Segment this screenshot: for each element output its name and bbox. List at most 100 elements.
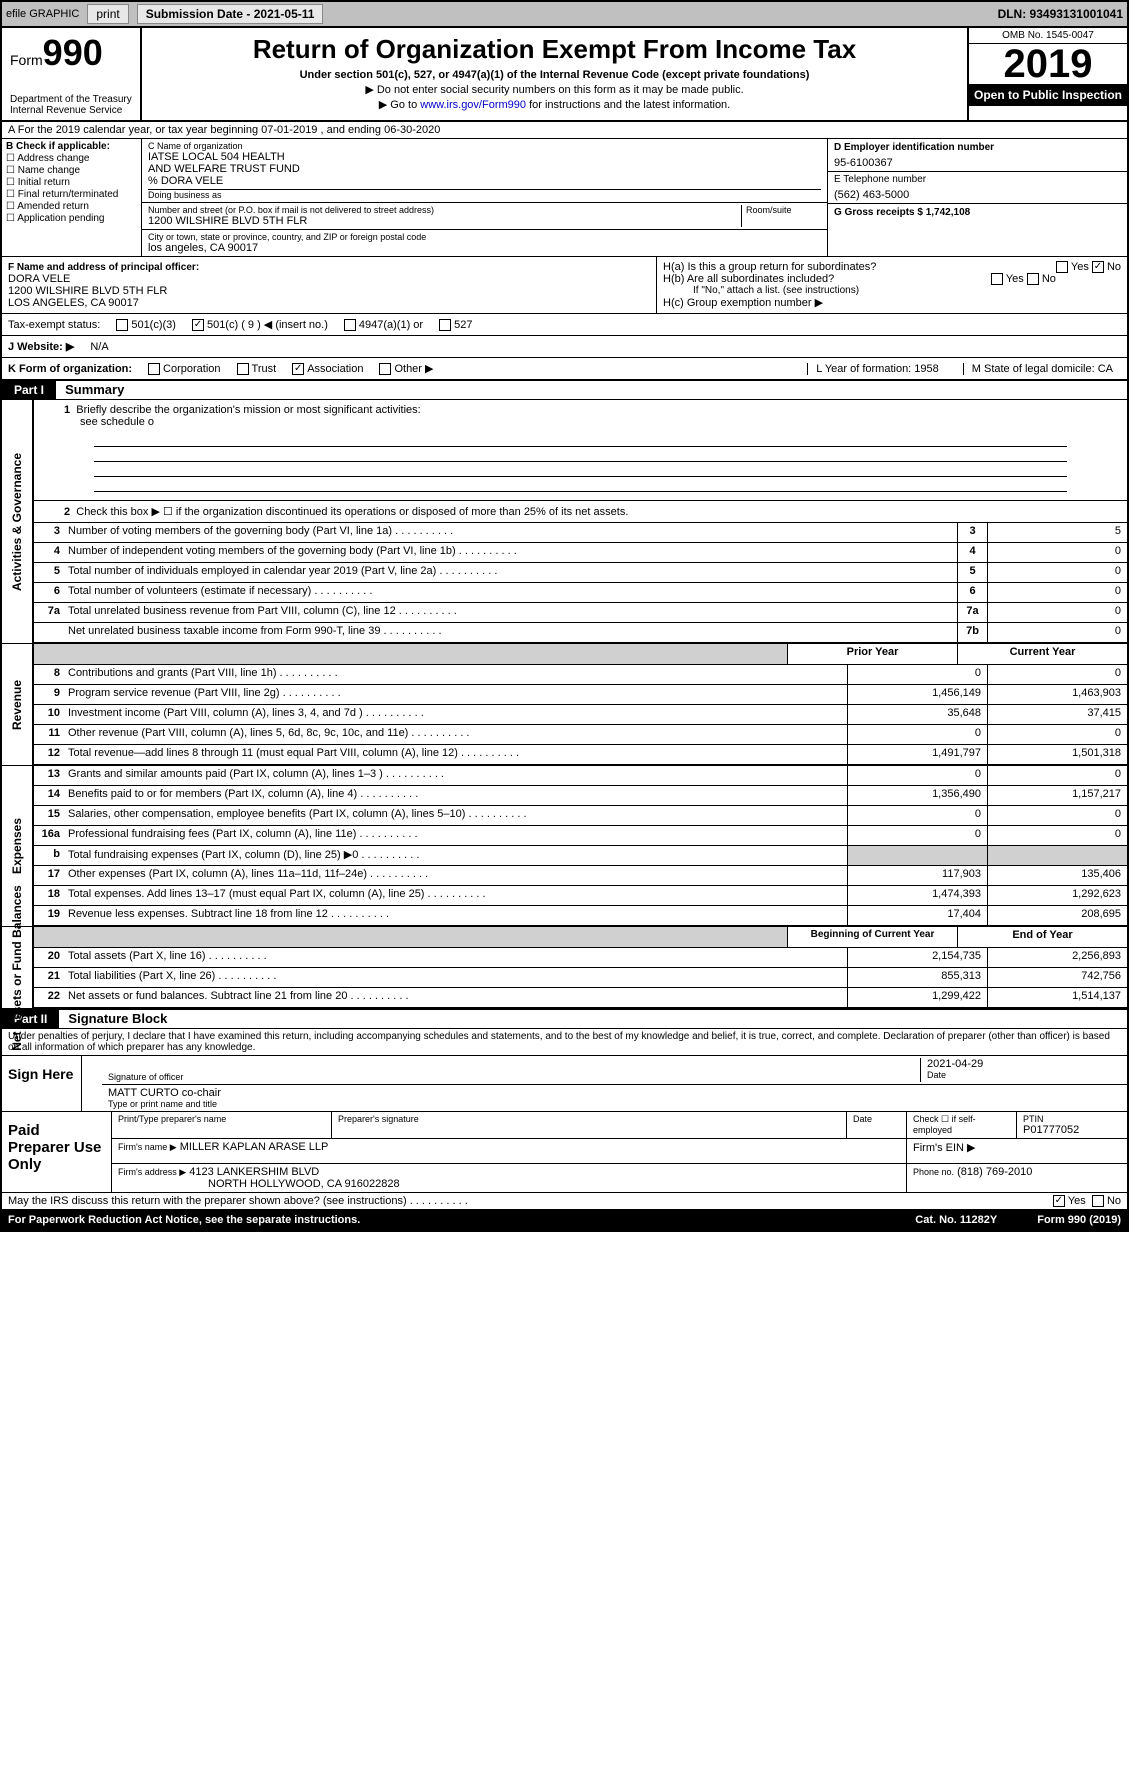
side-net: Net Assets or Fund Balances [10,885,24,1051]
irs-link[interactable]: www.irs.gov/Form990 [420,99,526,111]
ck-4947[interactable] [344,319,356,331]
hdr-begin: Beginning of Current Year [787,927,957,947]
k-label: K Form of organization: [8,363,132,375]
inspection-label: Open to Public Inspection [969,84,1127,106]
prep-sig-label: Preparer's signature [338,1114,840,1124]
table-row: 12Total revenue—add lines 8 through 11 (… [34,745,1127,765]
q1-text: Briefly describe the organization's miss… [76,404,420,416]
org-care-of: % DORA VELE [148,175,821,187]
hb-yes[interactable] [991,273,1003,285]
part1-header: Part I [2,381,56,399]
ha-label: H(a) Is this a group return for subordin… [663,261,876,273]
ck-assoc[interactable] [292,363,304,375]
q2-text: Check this box ▶ ☐ if the organization d… [76,506,628,518]
m-state: M State of legal domicile: CA [963,363,1121,375]
hdr-current: Current Year [957,644,1127,664]
table-row: 19Revenue less expenses. Subtract line 1… [34,906,1127,926]
side-revenue: Revenue [10,680,24,730]
website: N/A [90,341,108,353]
firm-addr1: 4123 LANKERSHIM BLVD [189,1166,319,1178]
j-label: J Website: ▶ [8,340,74,353]
dba-label: Doing business as [148,189,821,200]
table-row: 17Other expenses (Part IX, column (A), l… [34,866,1127,886]
city-state-zip: los angeles, CA 90017 [148,242,821,254]
hc-label: H(c) Group exemption number ▶ [663,296,1121,309]
officer-addr2: LOS ANGELES, CA 90017 [8,297,650,309]
table-row: 21Total liabilities (Part X, line 26)855… [34,968,1127,988]
ck-other[interactable] [379,363,391,375]
discuss-yes[interactable] [1053,1195,1065,1207]
table-row: 15Salaries, other compensation, employee… [34,806,1127,826]
firm-phone-label: Phone no. [913,1167,954,1177]
table-row: 9Program service revenue (Part VIII, lin… [34,685,1127,705]
firm-ein-label: Firm's EIN ▶ [907,1139,1127,1163]
prep-date-label: Date [853,1114,900,1124]
dept-label: Department of the Treasury Internal Reve… [10,94,132,116]
discuss-text: May the IRS discuss this return with the… [8,1195,468,1207]
ein: 95-6100367 [834,157,1121,169]
hb-no[interactable] [1027,273,1039,285]
name-title-label: Type or print name and title [108,1099,1121,1109]
table-row: 14Benefits paid to or for members (Part … [34,786,1127,806]
table-row: 18Total expenses. Add lines 13–17 (must … [34,886,1127,906]
org-name-2: AND WELFARE TRUST FUND [148,163,821,175]
ck-527[interactable] [439,319,451,331]
street-address: 1200 WILSHIRE BLVD 5TH FLR [148,215,741,227]
box-b-title: B Check if applicable: [6,141,110,152]
officer-addr1: 1200 WILSHIRE BLVD 5TH FLR [8,285,650,297]
declaration: Under penalties of perjury, I declare th… [2,1029,1127,1056]
ha-no[interactable] [1092,261,1104,273]
subtitle-1: Under section 501(c), 527, or 4947(a)(1)… [148,69,961,81]
efile-label: efile GRAPHIC [6,8,79,20]
print-button[interactable]: print [87,4,128,24]
table-row: 20Total assets (Part X, line 16)2,154,73… [34,948,1127,968]
top-bar: efile GRAPHIC print Submission Date - 20… [0,0,1129,28]
ck-501c3[interactable] [116,319,128,331]
ptin: P01777052 [1023,1124,1121,1136]
table-row: 7aTotal unrelated business revenue from … [34,603,1127,623]
form-label: Form [10,52,43,68]
submission-date: Submission Date - 2021-05-11 [137,4,324,24]
table-row: Net unrelated business taxable income fr… [34,623,1127,643]
footer-mid: Cat. No. 11282Y [915,1214,997,1226]
hdr-end: End of Year [957,927,1127,947]
table-row: 4Number of independent voting members of… [34,543,1127,563]
paid-prep-label: Paid Preparer Use Only [2,1112,112,1192]
cb-name[interactable]: ☐ Name change [6,165,137,176]
table-row: 11Other revenue (Part VIII, column (A), … [34,725,1127,745]
form-title: Return of Organization Exempt From Incom… [148,34,961,65]
cb-final[interactable]: ☐ Final return/terminated [6,189,137,200]
discuss-no[interactable] [1092,1195,1104,1207]
table-row: 22Net assets or fund balances. Subtract … [34,988,1127,1008]
footer-left: For Paperwork Reduction Act Notice, see … [8,1214,360,1226]
city-label: City or town, state or province, country… [148,232,821,242]
ha-yes[interactable] [1056,261,1068,273]
line-a: A For the 2019 calendar year, or tax yea… [2,122,1127,139]
cb-amended[interactable]: ☐ Amended return [6,201,137,212]
part1-title: Summary [59,380,130,399]
firm-addr-label: Firm's address ▶ [118,1167,186,1177]
f-label: F Name and address of principal officer: [8,262,199,273]
ck-corp[interactable] [148,363,160,375]
org-name-1: IATSE LOCAL 504 HEALTH [148,151,821,163]
side-governance: Activities & Governance [10,453,24,591]
hb-label: H(b) Are all subordinates included? [663,273,834,285]
side-expenses: Expenses [10,818,24,874]
q1-value: see schedule o [64,416,154,428]
hb-note: If "No," attach a list. (see instruction… [663,285,1121,296]
addr-label: Number and street (or P.O. box if mail i… [148,205,741,215]
subtitle-2: ▶ Do not enter social security numbers o… [148,83,961,96]
cb-address[interactable]: ☐ Address change [6,153,137,164]
hdr-prior: Prior Year [787,644,957,664]
mission-lines [94,432,1067,492]
ck-501c[interactable] [192,319,204,331]
cb-pending[interactable]: ☐ Application pending [6,213,137,224]
sign-here-label: Sign Here [2,1056,82,1111]
ck-trust[interactable] [237,363,249,375]
firm-addr2: NORTH HOLLYWOOD, CA 916022828 [118,1178,400,1190]
tax-year: 2019 [969,44,1127,84]
officer-name: DORA VELE [8,273,650,285]
cb-initial[interactable]: ☐ Initial return [6,177,137,188]
g-label: G Gross receipts $ 1,742,108 [834,207,970,218]
prep-name-label: Print/Type preparer's name [118,1114,325,1124]
